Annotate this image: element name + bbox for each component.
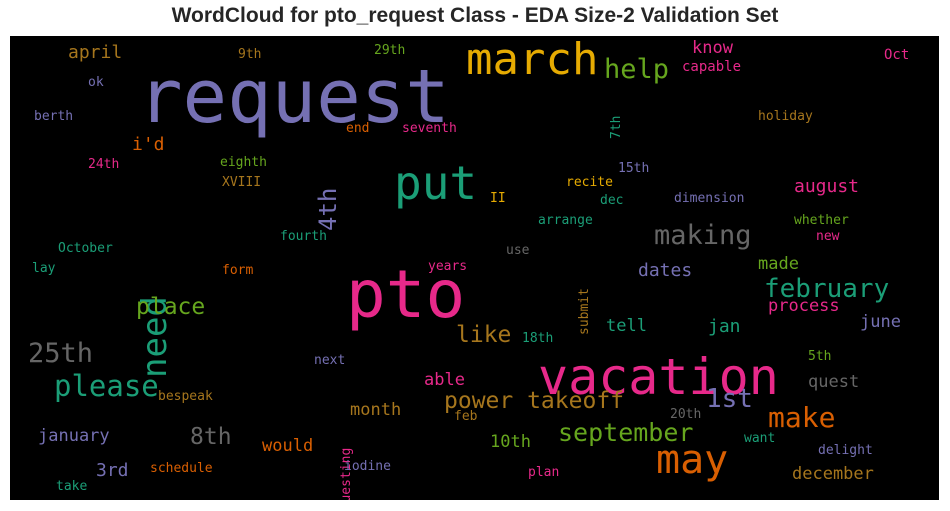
word-bespeak: bespeak <box>158 389 213 404</box>
word-december: december <box>792 464 874 484</box>
word-whether: whether <box>794 213 849 228</box>
word-month: month <box>350 400 402 420</box>
word-making: making <box>654 220 752 251</box>
word-like: like <box>456 322 512 348</box>
word-october: October <box>58 241 113 256</box>
word-feb: feb <box>454 409 478 424</box>
word-august: august <box>794 176 860 197</box>
word-7th: 7th <box>609 115 624 140</box>
word-april: april <box>68 42 123 63</box>
word-put: put <box>394 156 478 210</box>
word-arrange: arrange <box>538 213 593 228</box>
word-form: form <box>222 263 254 278</box>
word-lay: lay <box>32 261 56 276</box>
word-january: january <box>38 426 110 446</box>
word-cloud-canvas: request pto vacation march put may need making p… <box>10 36 939 500</box>
word-15th: 15th <box>618 161 650 176</box>
word-september: september <box>558 418 694 447</box>
word-quest: quest <box>808 372 860 392</box>
word-5th: 5th <box>808 349 832 364</box>
word-iodine: iodine <box>344 459 391 474</box>
word-10th: 10th <box>490 432 531 452</box>
word-dec: dec <box>600 193 624 208</box>
word-help: help <box>604 54 670 85</box>
word-8th: 8th <box>190 424 232 450</box>
word-29th: 29th <box>374 43 406 58</box>
word-made: made <box>758 254 799 274</box>
word-delight: delight <box>818 443 873 458</box>
word-request: request <box>138 54 450 140</box>
word-seventh: seventh <box>402 121 457 136</box>
word-fourth: fourth <box>280 229 327 244</box>
word-9th: 9th <box>238 47 262 62</box>
word-want: want <box>744 431 776 446</box>
word-tell: tell <box>606 316 647 336</box>
word-25th: 25th <box>28 338 94 369</box>
word-18th: 18th <box>522 331 554 346</box>
word-schedule: schedule <box>150 461 213 476</box>
word-years: years <box>428 259 468 274</box>
word-february: february <box>764 274 890 304</box>
word-submit: submit <box>577 287 592 335</box>
word-vacation: vacation <box>538 348 779 406</box>
word-oct: Oct <box>884 47 910 63</box>
word-may: may <box>656 437 729 483</box>
word-take: take <box>56 479 88 494</box>
word-know: know <box>692 38 733 58</box>
word-end: end <box>346 121 370 136</box>
word-march: march <box>466 36 599 85</box>
word-would: would <box>262 436 314 456</box>
word-ok: ok <box>88 75 104 90</box>
word-3rd: 3rd <box>96 460 129 481</box>
word-4th: 4th <box>314 187 342 232</box>
word-recite: recite <box>566 175 613 190</box>
word-jan: jan <box>708 316 741 337</box>
word-able: able <box>424 370 465 390</box>
word-please: please <box>54 369 159 403</box>
word-dimension: dimension <box>674 191 745 206</box>
chart-title: WordCloud for pto_request Class - EDA Si… <box>171 4 779 27</box>
word-process: process <box>768 296 840 316</box>
word-power-takeoff: power takeoff <box>444 388 625 414</box>
word-capable: capable <box>682 59 742 75</box>
word-june: june <box>860 312 901 332</box>
word-ii: II <box>490 191 506 206</box>
word-plan: plan <box>528 465 560 480</box>
word-i-d: i'd <box>132 134 165 155</box>
word-pto: pto <box>346 256 466 333</box>
word-20th: 20th <box>670 407 702 422</box>
word-make: make <box>768 401 836 434</box>
word-xviii: XVIII <box>222 175 262 190</box>
word-berth: berth <box>34 109 74 124</box>
word-1st: 1st <box>706 384 753 414</box>
word-dates: dates <box>638 260 693 281</box>
word-new: new <box>816 229 840 244</box>
word-use: use <box>506 243 530 258</box>
word-next: next <box>314 353 346 368</box>
word-24th: 24th <box>88 157 120 172</box>
word-place: place <box>136 294 206 320</box>
word-eighth: eighth <box>220 155 267 170</box>
word-holiday: holiday <box>758 109 813 124</box>
